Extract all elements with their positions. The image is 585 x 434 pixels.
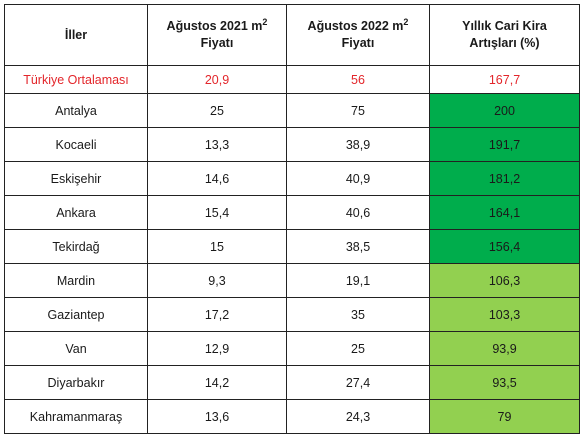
rent-increase-table: İller Ağustos 2021 m2 Fiyatı Ağustos 202… [4,4,580,434]
increase-cell: 200 [429,93,580,128]
table-row: Kocaeli 13,3 38,9 191,7 [4,127,580,162]
header-aug2021-line2: Fiyatı [200,36,234,50]
header-cities: İller [4,4,148,66]
city-name-cell: Diyarbakır [4,365,148,400]
average-aug2021: 20,9 [147,65,287,94]
city-name-cell: Ankara [4,195,148,230]
aug2022-price-cell: 75 [286,93,430,128]
increase-cell: 103,3 [429,297,580,332]
average-increase: 167,7 [429,65,580,94]
header-aug2021-line1: Ağustos 2021 m [166,19,263,33]
aug2021-price-cell: 14,6 [147,161,287,196]
table-row: Tekirdağ 15 38,5 156,4 [4,229,580,264]
aug2022-price-cell: 38,5 [286,229,430,264]
city-name-cell: Mardin [4,263,148,298]
average-aug2022: 56 [286,65,430,94]
aug2021-price-cell: 13,6 [147,399,287,434]
table-row: Kahramanmaraş 13,6 24,3 79 [4,399,580,434]
aug2022-price-cell: 40,6 [286,195,430,230]
table-header-row: İller Ağustos 2021 m2 Fiyatı Ağustos 202… [4,4,580,66]
increase-cell: 93,9 [429,331,580,366]
aug2022-price-cell: 19,1 [286,263,430,298]
city-name-cell: Kocaeli [4,127,148,162]
aug2021-price-cell: 12,9 [147,331,287,366]
header-aug2021-sup: 2 [262,16,268,27]
aug2021-price-cell: 25 [147,93,287,128]
header-aug2022: Ağustos 2022 m2 Fiyatı [286,4,430,66]
table-row: Van 12,9 25 93,9 [4,331,580,366]
table-row: Antalya 25 75 200 [4,93,580,128]
increase-cell: 106,3 [429,263,580,298]
header-cities-label: İller [64,27,88,42]
city-name-cell: Kahramanmaraş [4,399,148,434]
city-name-cell: Eskişehir [4,161,148,196]
average-name: Türkiye Ortalaması [4,65,148,94]
city-name-cell: Gaziantep [4,297,148,332]
header-aug2021: Ağustos 2021 m2 Fiyatı [147,4,287,66]
aug2022-price-cell: 35 [286,297,430,332]
table-row: Diyarbakır 14,2 27,4 93,5 [4,365,580,400]
header-aug2022-sup: 2 [403,16,409,27]
increase-cell: 156,4 [429,229,580,264]
increase-cell: 93,5 [429,365,580,400]
aug2021-price-cell: 15,4 [147,195,287,230]
table-row: Eskişehir 14,6 40,9 181,2 [4,161,580,196]
aug2022-price-cell: 25 [286,331,430,366]
aug2021-price-cell: 9,3 [147,263,287,298]
city-name-cell: Tekirdağ [4,229,148,264]
increase-cell: 164,1 [429,195,580,230]
increase-cell: 181,2 [429,161,580,196]
header-increase-line2: Artışları (%) [469,36,540,50]
rent-table-container: İller Ağustos 2021 m2 Fiyatı Ağustos 202… [4,4,580,434]
table-row: Mardin 9,3 19,1 106,3 [4,263,580,298]
aug2021-price-cell: 14,2 [147,365,287,400]
aug2021-price-cell: 17,2 [147,297,287,332]
aug2021-price-cell: 15 [147,229,287,264]
aug2021-price-cell: 13,3 [147,127,287,162]
average-row: Türkiye Ortalaması 20,9 56 167,7 [4,65,580,94]
header-increase-line1: Yıllık Cari Kira [462,19,547,33]
table-row: Ankara 15,4 40,6 164,1 [4,195,580,230]
header-aug2022-line2: Fiyatı [341,36,375,50]
table-row: Gaziantep 17,2 35 103,3 [4,297,580,332]
header-aug2022-line1: Ağustos 2022 m [307,19,404,33]
aug2022-price-cell: 38,9 [286,127,430,162]
city-name-cell: Antalya [4,93,148,128]
increase-cell: 191,7 [429,127,580,162]
aug2022-price-cell: 27,4 [286,365,430,400]
aug2022-price-cell: 24,3 [286,399,430,434]
aug2022-price-cell: 40,9 [286,161,430,196]
increase-cell: 79 [429,399,580,434]
city-name-cell: Van [4,331,148,366]
header-increase: Yıllık Cari Kira Artışları (%) [429,4,580,66]
